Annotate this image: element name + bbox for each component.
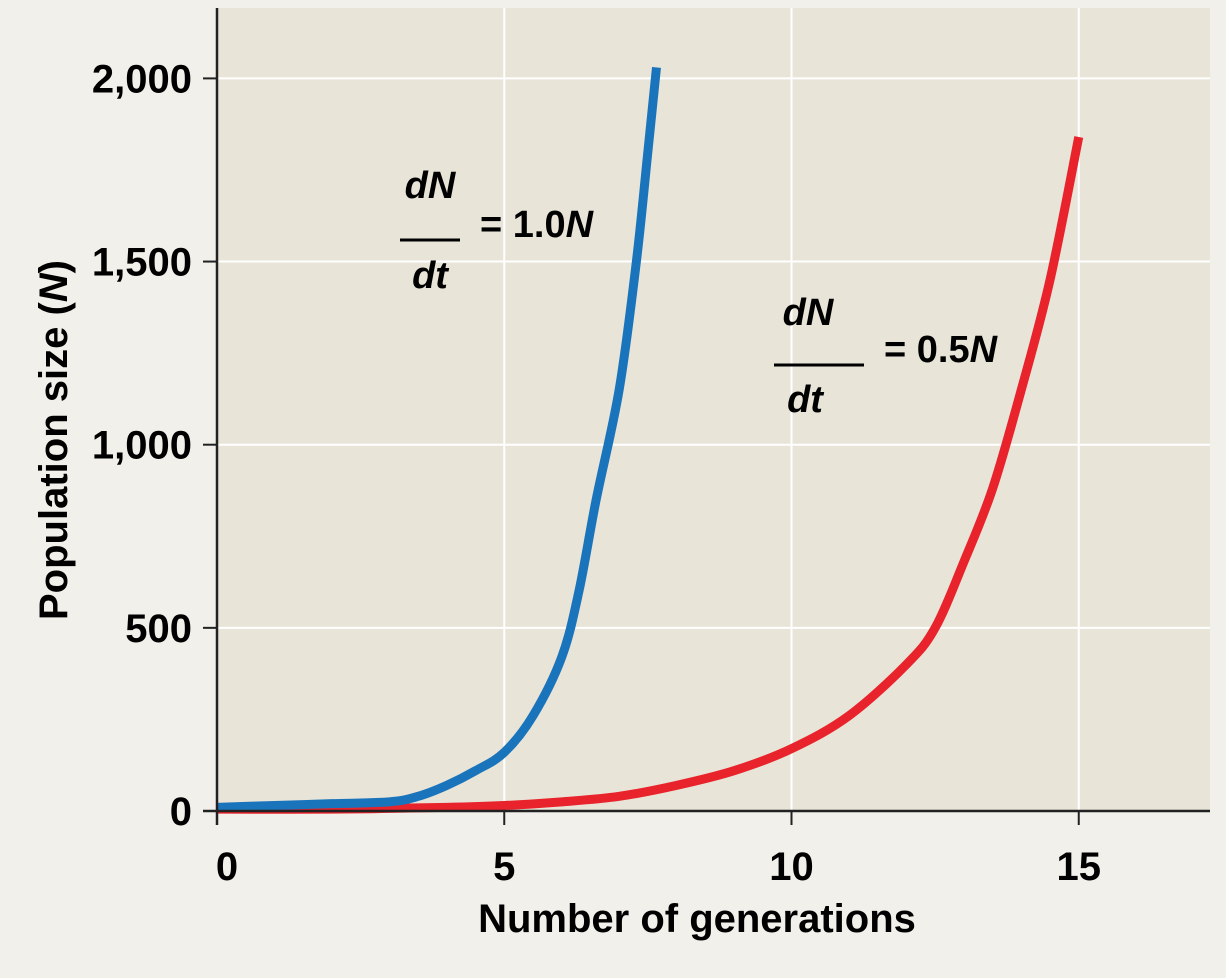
x-tick-label: 15 — [1057, 845, 1102, 889]
annotation-denominator: dt — [412, 255, 449, 297]
y-tick-label: 1,500 — [92, 241, 192, 285]
annotation-numerator: dN — [405, 165, 457, 207]
x-tick-label: 0 — [216, 845, 238, 889]
annotation-red-rate: dN dt = 0.5N — [774, 292, 999, 421]
annotation-blue-rate: dN dt = 1.0N — [400, 165, 595, 297]
series-line-rate-1 — [216, 66, 661, 812]
x-tick-label: 5 — [493, 845, 515, 889]
y-axis-title-close: ) — [32, 260, 76, 273]
x-tick-label: 10 — [769, 845, 814, 889]
annotation-eq: = 0.5 — [884, 329, 970, 371]
y-axis-title-var: N — [32, 272, 76, 302]
series-line-rate-0-5 — [216, 136, 1084, 814]
x-axis-title: Number of generations — [478, 897, 916, 941]
y-tick-label: 2,000 — [92, 57, 192, 101]
annotation-var: N — [566, 204, 595, 246]
annotation-denominator: dt — [787, 379, 824, 421]
annotation-numerator: dN — [783, 292, 835, 334]
annotation-eq: = 1.0 — [480, 204, 566, 246]
y-tick-label: 0 — [170, 790, 192, 834]
y-tick-label: 500 — [125, 607, 192, 651]
y-axis-title: Population size (N) — [32, 260, 76, 620]
plot-area — [217, 8, 1210, 811]
y-tick-label: 1,000 — [92, 424, 192, 468]
annotation-var: N — [970, 329, 999, 371]
y-axis-title-text: Population size ( — [32, 302, 76, 620]
annotation-equation: = 1.0N — [480, 204, 595, 246]
annotation-equation: = 0.5N — [884, 329, 999, 371]
